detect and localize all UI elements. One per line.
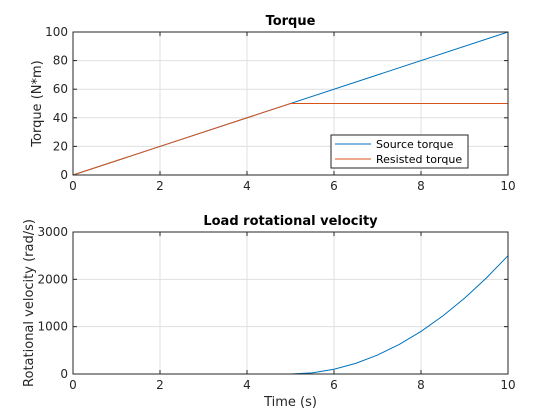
legend-label: Source torque bbox=[376, 138, 454, 151]
y-axis-label: Torque (N*m) bbox=[30, 60, 45, 147]
x-tick-label: 4 bbox=[243, 378, 251, 392]
x-tick-label: 2 bbox=[156, 179, 164, 193]
x-tick-label: 6 bbox=[330, 179, 338, 193]
axes-frame bbox=[72, 31, 509, 176]
y-tick-label: 1000 bbox=[37, 320, 68, 334]
x-tick-label: 8 bbox=[417, 179, 425, 193]
legend-box bbox=[330, 134, 469, 169]
x-axis-label: Time (s) bbox=[263, 395, 317, 410]
x-tick-label: 0 bbox=[69, 179, 77, 193]
x-tick-label: 4 bbox=[243, 179, 251, 193]
legend: Source torque Resisted torque bbox=[330, 134, 469, 169]
y-tick-label: 20 bbox=[53, 139, 68, 153]
axes-frame bbox=[72, 231, 509, 375]
axes-1 bbox=[72, 31, 509, 176]
y-tick-label: 80 bbox=[53, 54, 68, 68]
y-tick-label: 0 bbox=[60, 168, 68, 182]
y-tick-label: 2000 bbox=[37, 272, 68, 286]
plot-area bbox=[73, 232, 508, 374]
y-axis-label: Rotational velocity (rad/s) bbox=[22, 219, 37, 387]
x-tick-label: 0 bbox=[69, 378, 77, 392]
legend-label: Resisted torque bbox=[376, 153, 462, 166]
x-tick-label: 8 bbox=[417, 378, 425, 392]
chart-title: Torque bbox=[266, 14, 316, 29]
y-tick-label: 100 bbox=[45, 25, 68, 39]
y-tick-label: 60 bbox=[53, 82, 68, 96]
x-tick-label: 10 bbox=[500, 179, 515, 193]
x-tick-label: 10 bbox=[500, 378, 515, 392]
x-tick-label: 2 bbox=[156, 378, 164, 392]
series-line-resisted-torque bbox=[72, 103, 508, 176]
chart-title: Load rotational velocity bbox=[203, 214, 378, 229]
axes-2 bbox=[72, 231, 509, 375]
y-tick-label: 3000 bbox=[37, 225, 68, 239]
y-tick-label: 0 bbox=[60, 367, 68, 381]
x-tick-label: 6 bbox=[330, 378, 338, 392]
y-tick-label: 40 bbox=[53, 111, 68, 125]
